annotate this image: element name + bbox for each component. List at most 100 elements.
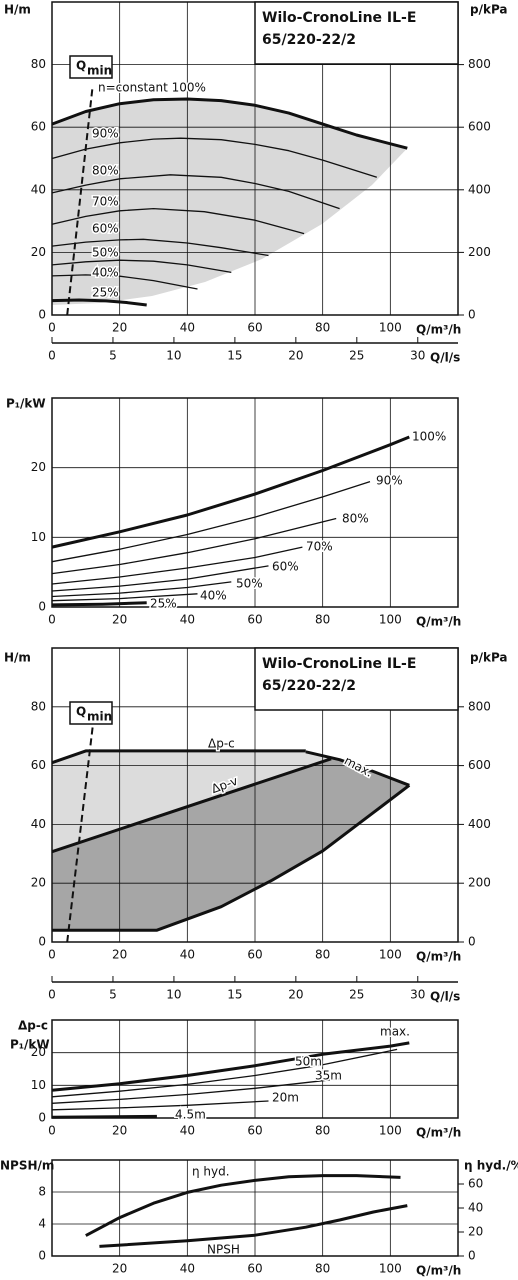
curve — [51, 97, 408, 150]
y-tick-label: 20 — [31, 245, 46, 259]
curve-label: 40% — [92, 266, 119, 280]
plot-border — [51, 397, 459, 608]
x-tick-label: 40 — [180, 1124, 195, 1138]
x-tick-label: 25 — [349, 349, 364, 363]
curve-label: 50% — [236, 577, 263, 591]
x-axis-label: Q/l/s — [430, 351, 460, 365]
curve — [51, 259, 232, 274]
curve — [51, 174, 340, 210]
curve — [51, 593, 198, 602]
x-tick-label: 80 — [315, 1262, 330, 1276]
curve — [51, 546, 303, 585]
y2-axis-label: η hyd./% — [464, 1159, 518, 1173]
y2-axis-label: p/kPa — [470, 3, 508, 17]
x-axis-label: Q/m³/h — [416, 950, 461, 964]
y2-tick-label: 0 — [468, 935, 476, 949]
y-tick-label: 20 — [31, 460, 46, 474]
operating-range — [52, 99, 408, 305]
y-tick-label: 40 — [31, 817, 46, 831]
x-tick-label: 0 — [48, 988, 56, 1002]
x-tick-label: 0 — [48, 349, 56, 363]
x-tick-label: 60 — [247, 1262, 262, 1276]
curve-label: 80% — [342, 512, 369, 526]
y2-tick-label: 200 — [468, 876, 491, 890]
curve-label: 100% — [412, 430, 446, 444]
y2-tick-label: 60 — [468, 1177, 483, 1191]
curve-label: 60% — [92, 222, 119, 236]
x-tick-label: 0 — [48, 321, 56, 335]
x-tick-label: 100 — [379, 1124, 402, 1138]
x-tick-label: 20 — [288, 349, 303, 363]
x-tick-label: 80 — [315, 948, 330, 962]
x-tick-label: 40 — [180, 321, 195, 335]
x-tick-label: 80 — [315, 613, 330, 627]
curve — [51, 207, 305, 235]
curve — [51, 1078, 340, 1104]
curve-label: 70% — [92, 195, 119, 209]
curve-label: 60% — [272, 560, 299, 574]
curve-label: 90% — [376, 474, 403, 488]
chart-title: Wilo-CronoLine IL-E — [262, 656, 416, 672]
y-tick-label: 0 — [38, 1249, 46, 1263]
y-axis-label: H/m — [4, 3, 31, 17]
x-tick-label: 20 — [112, 1262, 127, 1276]
y-axis-label: Δp-c — [18, 1019, 48, 1033]
x-tick-label: 80 — [315, 321, 330, 335]
curve — [51, 274, 198, 290]
x-tick-label: 60 — [247, 948, 262, 962]
curve — [305, 750, 410, 787]
curve — [51, 480, 371, 563]
x-tick-label: 5 — [109, 349, 117, 363]
x-tick-label: 0 — [48, 948, 56, 962]
y2-tick-label: 600 — [468, 758, 491, 772]
curve — [51, 757, 332, 854]
y2-tick-label: 800 — [468, 57, 491, 71]
x-tick-label: 40 — [180, 1262, 195, 1276]
x-tick-label: 20 — [112, 1124, 127, 1138]
x-tick-label: 5 — [109, 988, 117, 1002]
curve — [51, 565, 269, 592]
y-axis-label: H/m — [4, 651, 31, 665]
x-tick-label: 0 — [48, 613, 56, 627]
y2-tick-label: 40 — [468, 1201, 483, 1215]
chart-title: Wilo-CronoLine IL-E — [262, 10, 416, 26]
curve — [99, 1204, 408, 1248]
x-tick-label: 20 — [112, 321, 127, 335]
y-tick-label: 0 — [38, 935, 46, 949]
y-axis-label: P₁/kW — [10, 1038, 50, 1052]
x-tick-label: 20 — [112, 948, 127, 962]
curve-label: 80% — [92, 164, 119, 178]
x-tick-label: 30 — [410, 988, 425, 1002]
range-dp-v — [52, 758, 410, 931]
x-tick-label: 20 — [112, 613, 127, 627]
x-tick-label: 60 — [247, 1124, 262, 1138]
qmin-label: Q — [76, 59, 86, 73]
y-tick-label: 10 — [31, 1078, 46, 1092]
title-box — [254, 1, 459, 65]
curve-label: 50% — [92, 246, 119, 260]
y-tick-label: 0 — [38, 308, 46, 322]
y-tick-label: 4 — [38, 1217, 46, 1231]
plot-border — [51, 1159, 459, 1257]
chart-title: 65/220-22/2 — [262, 678, 356, 694]
curve — [51, 1041, 410, 1092]
x-axis-label: Q/m³/h — [416, 1264, 461, 1278]
curve-label: n=constant 100% — [98, 81, 206, 95]
y-tick-label: 20 — [31, 1045, 46, 1059]
x-tick-label: 100 — [379, 948, 402, 962]
y2-axis-label: p/kPa — [470, 651, 508, 665]
curve-label: 35m — [315, 1069, 342, 1083]
curve — [66, 86, 94, 316]
qmin-label: Q — [76, 705, 86, 719]
curve — [52, 784, 411, 932]
x-tick-label: 40 — [180, 613, 195, 627]
x-axis-label: Q/m³/h — [416, 323, 461, 337]
curve — [51, 238, 269, 257]
x-axis-label: Q/m³/h — [416, 615, 461, 629]
y-tick-label: 60 — [31, 758, 46, 772]
curve — [51, 749, 306, 765]
y-tick-label: 10 — [31, 530, 46, 544]
x-tick-label: 25 — [349, 988, 364, 1002]
y-tick-label: 0 — [38, 1111, 46, 1125]
curve — [51, 435, 410, 549]
